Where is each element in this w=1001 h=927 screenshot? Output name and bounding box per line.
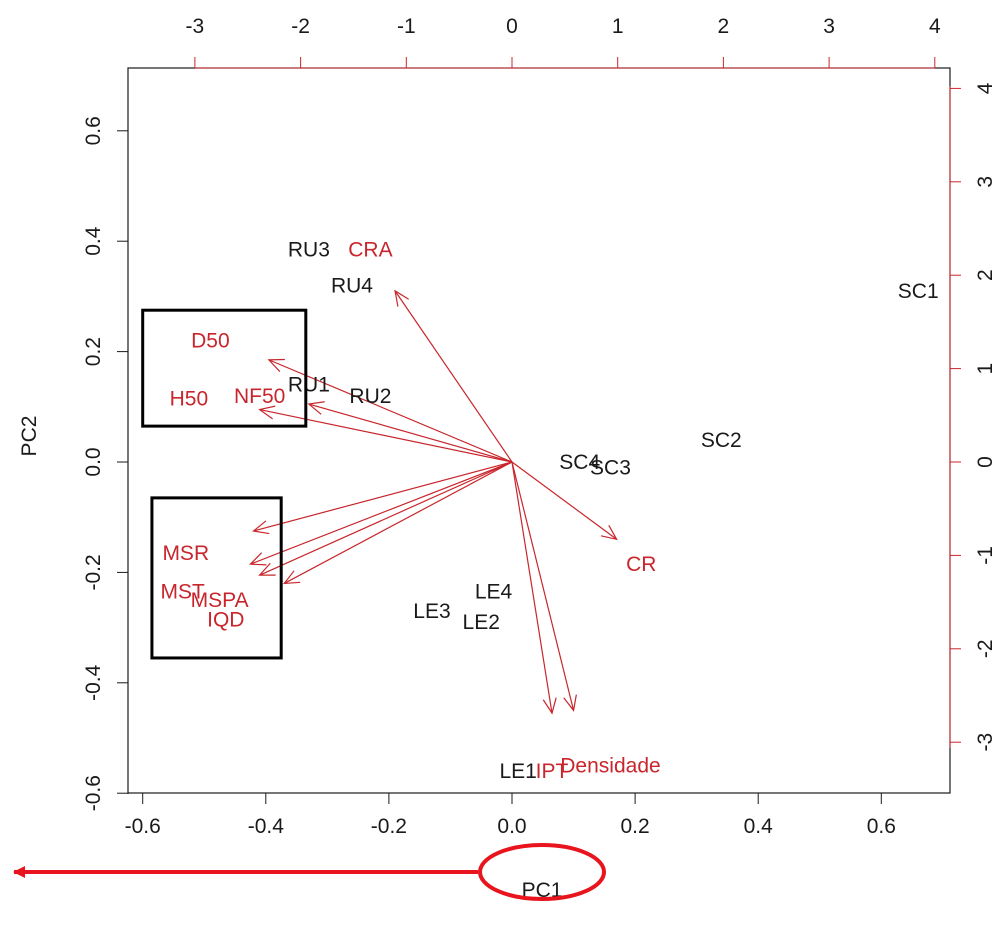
observation-label-le2: LE2 bbox=[463, 611, 500, 634]
variable-arrowhead bbox=[542, 697, 557, 715]
bottom-tick-label: -0.6 bbox=[125, 815, 161, 838]
variable-arrow-d50 bbox=[268, 359, 513, 463]
right-tick-label: 4 bbox=[974, 82, 997, 94]
variable-arrowhead bbox=[600, 525, 618, 541]
left-tick-label: -0.6 bbox=[82, 775, 105, 811]
bottom-tick-label: 0.6 bbox=[867, 815, 896, 838]
bottom-tick-label: 0.0 bbox=[497, 815, 526, 838]
variable-label-mst: MST bbox=[161, 581, 206, 604]
bottom-tick-label: -0.4 bbox=[248, 815, 285, 838]
highlight-box bbox=[150, 496, 283, 660]
observation-label-sc4: SC4 bbox=[559, 451, 600, 474]
observation-label-sc1: SC1 bbox=[898, 280, 939, 303]
left-axis: -0.6 -0.4 -0.2 0.0 0.2 0.4 0.6 bbox=[82, 116, 129, 811]
top-tick-label: 1 bbox=[612, 15, 624, 38]
variable-arrowhead bbox=[258, 562, 276, 576]
left-tick-label: -0.2 bbox=[82, 554, 105, 590]
variable-arrow-h50 bbox=[308, 403, 513, 463]
variable-arrow-iqd bbox=[283, 461, 513, 584]
variable-arrow-msr bbox=[253, 461, 513, 532]
left-tick-label: 0.2 bbox=[82, 337, 105, 366]
top-tick-label: 0 bbox=[506, 15, 518, 38]
observation-label-sc2: SC2 bbox=[701, 429, 742, 452]
right-tick-label: 3 bbox=[974, 176, 997, 188]
variable-arrow-densidade bbox=[511, 461, 553, 714]
top-tick-label: -1 bbox=[397, 15, 416, 38]
variable-label-cra: CRA bbox=[348, 238, 392, 261]
variable-arrowhead bbox=[267, 358, 285, 372]
observation-label-ru4: RU4 bbox=[331, 274, 373, 297]
variable-arrow-mst bbox=[250, 461, 513, 565]
right-tick-label: 0 bbox=[974, 456, 997, 468]
right-tick-label: -1 bbox=[974, 546, 997, 565]
top-tick-label: -2 bbox=[291, 15, 310, 38]
observation-label-le3: LE3 bbox=[413, 600, 450, 623]
top-tick-label: 2 bbox=[718, 15, 730, 38]
observation-label-le4: LE4 bbox=[475, 581, 513, 604]
observation-label-ru2: RU2 bbox=[349, 385, 391, 408]
y-axis-title: PC2 bbox=[18, 416, 41, 457]
bottom-tick-label: 0.2 bbox=[620, 815, 649, 838]
highlight-box bbox=[141, 308, 308, 428]
x-axis-title: PC1 bbox=[522, 879, 563, 902]
variable-arrow-mspa bbox=[259, 461, 513, 576]
variable-arrowhead bbox=[563, 694, 577, 712]
variable-label-iqd: IQD bbox=[207, 608, 244, 631]
top-tick-label: -3 bbox=[186, 15, 205, 38]
variable-arrow-cra bbox=[394, 290, 513, 463]
observation-label-sc3: SC3 bbox=[590, 457, 631, 480]
observation-label-le1: LE1 bbox=[499, 760, 536, 783]
pc1-highlight-circle bbox=[478, 843, 606, 901]
bottom-tick-label: 0.4 bbox=[744, 815, 774, 838]
highlight-boxes bbox=[141, 308, 308, 660]
bottom-axis: -0.6 -0.4 -0.2 0.0 0.2 0.4 0.6 bbox=[125, 792, 896, 838]
variable-arrow-cr bbox=[511, 461, 617, 540]
right-axis: -3 -2 -1 0 1 2 3 4 bbox=[949, 82, 997, 752]
variable-arrow-nf50 bbox=[259, 408, 513, 463]
left-tick-label: -0.4 bbox=[82, 664, 105, 701]
variable-arrowhead bbox=[252, 520, 270, 535]
variable-label-nf50: NF50 bbox=[234, 385, 285, 408]
variable-label-msr: MSR bbox=[162, 542, 209, 565]
variable-label-densidade: Densidade bbox=[560, 755, 660, 778]
left-tick-label: 0.6 bbox=[82, 116, 105, 145]
variable-label-d50: D50 bbox=[191, 330, 230, 353]
observation-label-ru3: RU3 bbox=[288, 238, 330, 261]
plot-frame bbox=[127, 67, 951, 794]
variable-arrowhead bbox=[258, 405, 276, 420]
observation-label-ru1: RU1 bbox=[288, 374, 330, 397]
right-tick-label: 2 bbox=[974, 269, 997, 281]
right-tick-label: -2 bbox=[974, 639, 997, 658]
variable-label-ipt: IPT bbox=[536, 760, 569, 783]
left-tick-label: 0.0 bbox=[82, 447, 105, 476]
variable-arrowhead bbox=[249, 552, 267, 566]
variable-arrowhead bbox=[307, 401, 325, 415]
pc1-annotation bbox=[13, 843, 606, 901]
top-tick-label: 3 bbox=[823, 15, 835, 38]
top-tick-label: 4 bbox=[929, 15, 941, 38]
variable-label-cr: CR bbox=[626, 553, 656, 576]
right-tick-label: -3 bbox=[974, 733, 997, 752]
left-tick-label: 0.4 bbox=[82, 226, 105, 256]
variable-arrowhead bbox=[394, 289, 409, 307]
variable-arrowhead bbox=[282, 570, 301, 585]
variable-arrows bbox=[249, 289, 618, 715]
variable-label-h50: H50 bbox=[170, 388, 209, 411]
top-axis: -3 -2 -1 0 1 2 3 4 bbox=[186, 15, 941, 69]
bottom-tick-label: -0.2 bbox=[371, 815, 407, 838]
variable-arrow-ipt bbox=[511, 461, 575, 711]
variable-label-mspa: MSPA bbox=[191, 589, 249, 612]
right-tick-label: 1 bbox=[974, 363, 997, 375]
